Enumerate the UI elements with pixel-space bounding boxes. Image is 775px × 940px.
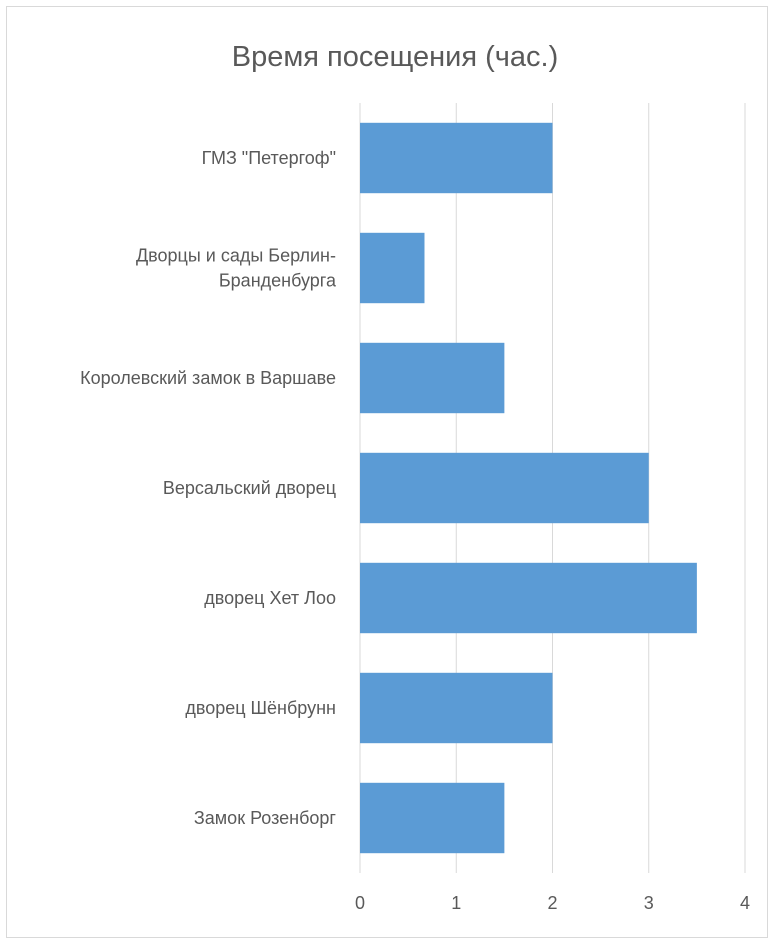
bar [360, 452, 649, 524]
category-labels: ГМЗ "Петергоф" Дворцы и сады Берлин- Бранд… [80, 148, 337, 828]
category-label-line: ГМЗ "Петергоф" [202, 148, 336, 168]
category-label-line: Королевский замок в Варшаве [80, 368, 336, 388]
x-tick-label: 2 [547, 893, 557, 913]
x-tick-label: 4 [740, 893, 750, 913]
category-label-line: Бранденбурга [219, 271, 337, 291]
x-tick-label: 3 [644, 893, 654, 913]
category-label-line: Замок Розенборг [194, 808, 337, 828]
bars [360, 122, 697, 854]
bar [360, 672, 553, 744]
category-label: ГМЗ "Петергоф" [202, 148, 336, 168]
category-label: Замок Розенборг [194, 808, 337, 828]
category-label: дворец Хет Лоо [204, 588, 336, 608]
x-tick-label: 1 [451, 893, 461, 913]
category-label: Дворцы и сады Берлин- Бранденбурга [136, 246, 337, 291]
category-label-line: дворец Шёнбрунн [185, 698, 336, 718]
category-label: дворец Шёнбрунн [185, 698, 336, 718]
bar [360, 782, 505, 854]
bar [360, 122, 553, 194]
category-label-line: дворец Хет Лоо [204, 588, 336, 608]
bar [360, 342, 505, 414]
category-label-line: Дворцы и сады Берлин- [136, 246, 336, 266]
category-label: Версальский дворец [163, 478, 336, 498]
category-label: Королевский замок в Варшаве [80, 368, 336, 388]
x-tick-labels: 0 1 2 3 4 [355, 893, 750, 913]
x-tick-label: 0 [355, 893, 365, 913]
category-label-line: Версальский дворец [163, 478, 336, 498]
bar [360, 562, 697, 634]
bar [360, 232, 425, 304]
chart-title: Время посещения (час.) [232, 41, 559, 73]
